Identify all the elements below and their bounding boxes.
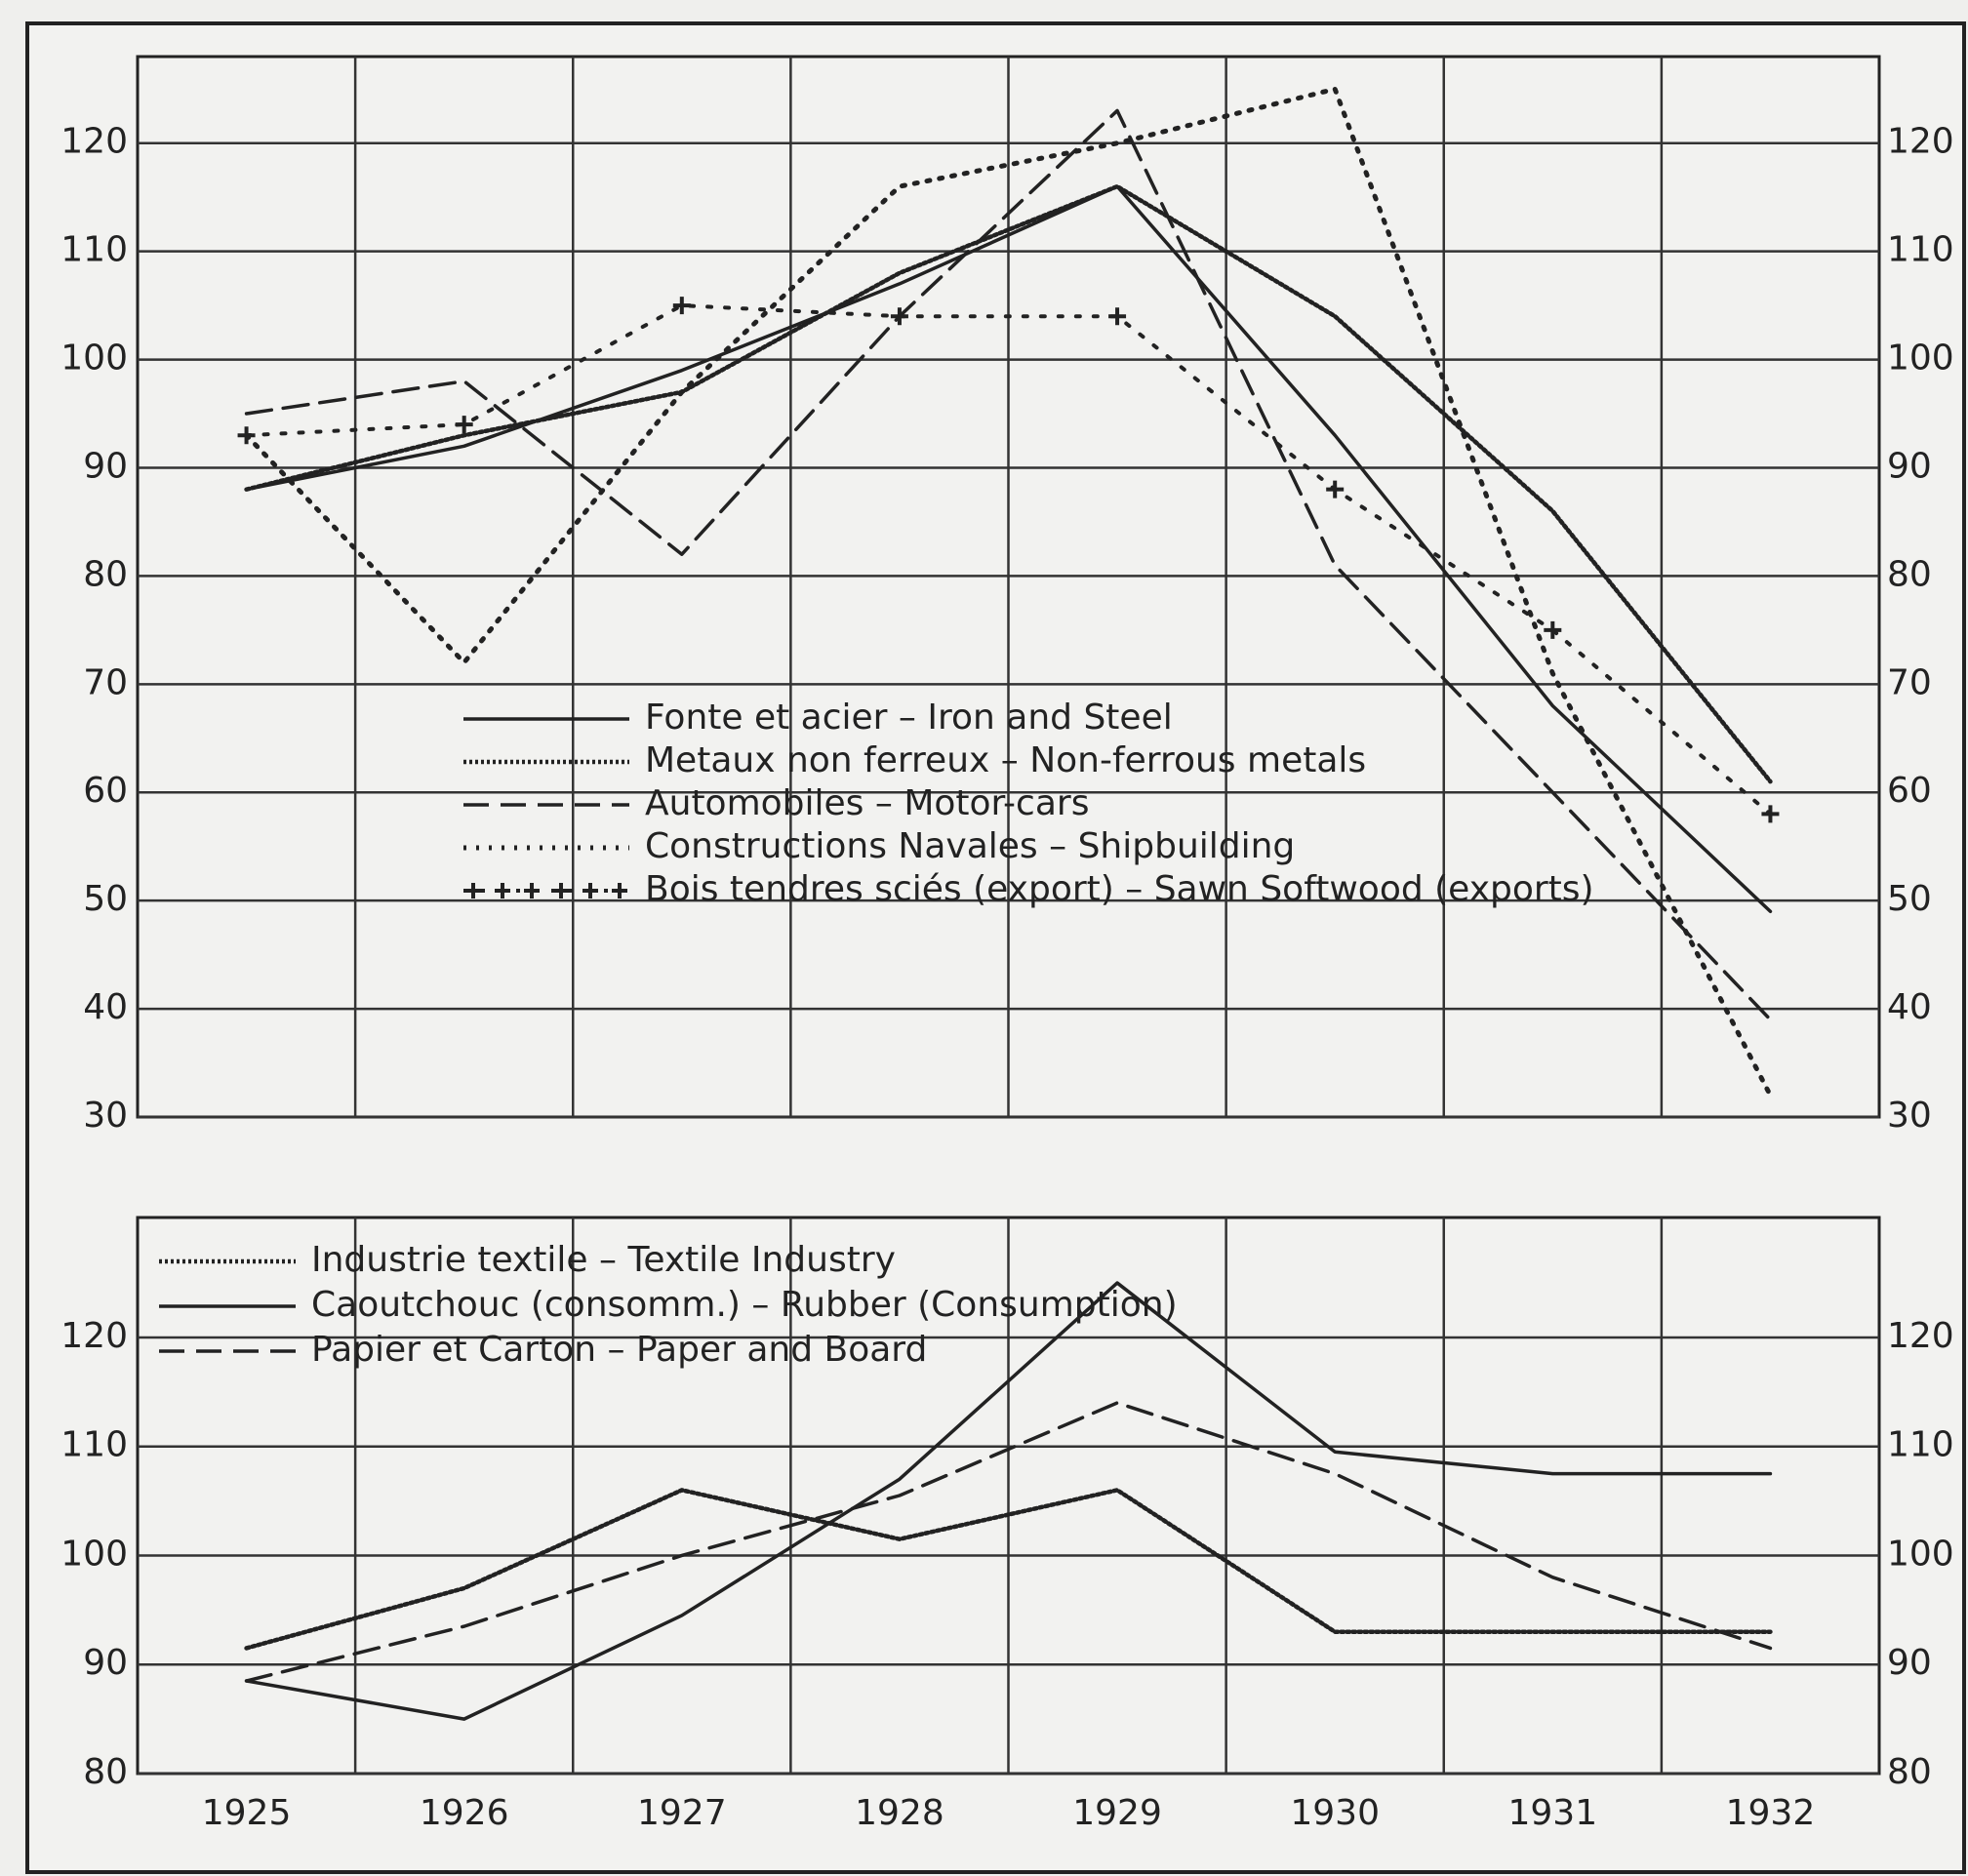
legend-label: Constructions Navales – Shipbuilding: [645, 826, 1295, 866]
y-tick-label: 80: [83, 554, 128, 594]
y-tick-label-right: 90: [1887, 446, 1932, 486]
y-tick-label-right: 120: [1887, 122, 1954, 162]
legend-label: Bois tendres sciés (export) – Sawn Softw…: [645, 869, 1594, 909]
legend-label: Metaux non ferreux – Non-ferrous metals: [645, 740, 1366, 780]
y-tick-label-right: 110: [1887, 230, 1954, 270]
x-tick-label: 1929: [1072, 1793, 1162, 1833]
y-tick-label: 40: [83, 987, 128, 1027]
legend-label: Papier et Carton – Paper and Board: [311, 1330, 927, 1370]
y-tick-label-right: 120: [1887, 1316, 1954, 1356]
y-tick-label-right: 70: [1887, 662, 1932, 702]
y-tick-label: 110: [60, 1425, 128, 1465]
y-tick-label: 100: [60, 1534, 128, 1574]
page: 30 30 40 40 50 50 60 60 70 70 80 80 90 90 100 100 110 110…: [0, 0, 1968, 1876]
y-tick-label-right: 80: [1887, 1752, 1932, 1792]
x-tick-label: 1931: [1508, 1793, 1598, 1833]
y-tick-label: 90: [83, 1643, 128, 1683]
y-tick-label: 120: [60, 1316, 128, 1356]
chart: 30 30 40 40 50 50 60 60 70 70 80 80 90 90 100 100 110 110…: [0, 0, 1968, 1876]
y-tick-label: 70: [83, 662, 128, 702]
y-tick-label-right: 40: [1887, 987, 1932, 1027]
y-tick-label: 80: [83, 1752, 128, 1792]
y-tick-label: 120: [60, 122, 128, 162]
x-tick-label: 1930: [1290, 1793, 1380, 1833]
x-tick-label: 1927: [637, 1793, 727, 1833]
y-tick-label-right: 100: [1887, 339, 1954, 379]
y-tick-label: 30: [83, 1096, 128, 1136]
x-tick-label: 1928: [855, 1793, 944, 1833]
y-tick-label: 60: [83, 771, 128, 811]
y-tick-label: 50: [83, 879, 128, 919]
y-tick-label-right: 100: [1887, 1534, 1954, 1574]
y-tick-label-right: 60: [1887, 771, 1932, 811]
x-tick-label: 1932: [1726, 1793, 1816, 1833]
x-tick-label: 1926: [420, 1793, 509, 1833]
legend-label: Caoutchouc (consomm.) – Rubber (Consumpt…: [311, 1285, 1178, 1325]
legend-label: Fonte et acier – Iron and Steel: [645, 698, 1173, 738]
legend-label: Industrie textile – Textile Industry: [311, 1240, 896, 1280]
y-tick-label-right: 90: [1887, 1643, 1932, 1683]
y-tick-label: 110: [60, 230, 128, 270]
y-tick-label-right: 50: [1887, 879, 1932, 919]
y-tick-label-right: 30: [1887, 1096, 1932, 1136]
y-tick-label: 100: [60, 339, 128, 379]
legend-label: Automobiles – Motor-cars: [645, 783, 1089, 823]
x-tick-label: 1925: [202, 1793, 292, 1833]
frame: [27, 23, 1964, 1872]
y-tick-label: 90: [83, 446, 128, 486]
y-tick-label-right: 110: [1887, 1425, 1954, 1465]
y-tick-label-right: 80: [1887, 554, 1932, 594]
